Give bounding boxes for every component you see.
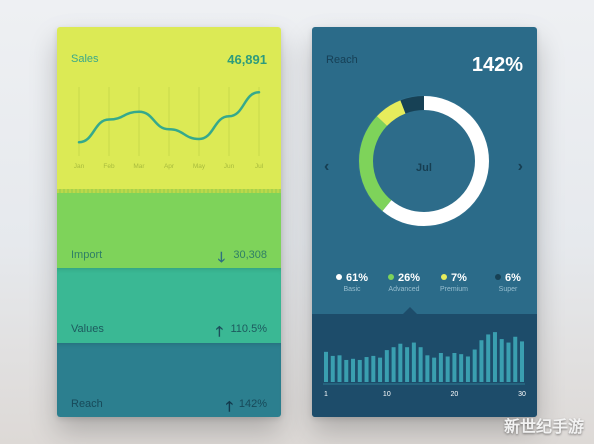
day-bar — [513, 336, 518, 382]
reach-card: Reach 142% ‹ › Jul 61% Basic 26% Advance… — [312, 27, 537, 417]
day-bar — [364, 357, 369, 382]
day-bar — [344, 359, 349, 382]
day-bar — [459, 354, 464, 382]
reach-title: Reach — [326, 54, 358, 66]
month-tick-label: Feb — [103, 163, 115, 170]
metric-value: 30,308 — [233, 249, 267, 261]
day-bar — [398, 343, 403, 382]
day-bar — [391, 347, 396, 382]
day-bar — [506, 342, 511, 382]
day-bar — [452, 353, 457, 382]
day-bar — [432, 357, 437, 382]
metric-label: Values — [71, 323, 104, 335]
chevron-left-icon[interactable]: ‹ — [324, 158, 330, 175]
month-tick-label: Apr — [164, 163, 175, 170]
day-bar — [492, 332, 497, 382]
legend-name: Advanced — [388, 286, 420, 293]
month-tick-label: Jun — [224, 163, 235, 170]
day-bar — [499, 339, 504, 382]
day-bar — [337, 355, 342, 382]
day-tick-label: 30 — [518, 391, 526, 398]
day-bar — [425, 355, 430, 382]
legend-dot — [335, 274, 342, 280]
chevron-right-icon[interactable]: › — [517, 158, 523, 175]
day-bar — [384, 350, 389, 382]
metric-value: 110.5% — [230, 323, 268, 335]
legend-item-super: 6% Super — [482, 272, 534, 293]
donut-center — [373, 110, 475, 212]
legend-item-basic: 61% Basic — [326, 272, 378, 293]
day-bar — [520, 341, 524, 382]
sales-trend-line — [77, 90, 261, 144]
month-tick-label: Jul — [255, 163, 264, 170]
day-bar — [330, 355, 335, 382]
donut-legend: 61% Basic 26% Advanced 7% Premium 6% Sup… — [312, 272, 537, 302]
legend-dot — [441, 274, 448, 280]
day-bar — [378, 357, 383, 382]
donut-segment-advanced[interactable] — [359, 96, 489, 226]
legend-item-advanced: 26% Advanced — [378, 272, 430, 293]
day-bar — [411, 342, 416, 382]
metric-row-reach[interactable]: Reach 🡑 142% — [57, 343, 281, 417]
day-tick-label: 1 — [324, 391, 328, 398]
arrow-down-icon: 🡓 — [217, 249, 225, 265]
legend-name: Basic — [343, 286, 361, 293]
legend-name: Super — [498, 286, 518, 293]
day-bar — [351, 358, 356, 382]
daily-bar-chart: 1 10 20 30 — [323, 332, 526, 398]
day-bar — [324, 351, 328, 382]
day-bar — [371, 355, 376, 382]
legend-value: 7% — [451, 272, 467, 284]
metric-value: 142% — [238, 398, 267, 410]
daily-bars-panel: 1 10 20 30 — [312, 314, 537, 417]
month-tick-label: May — [193, 163, 206, 170]
legend-value: 61% — [345, 272, 369, 284]
day-bar — [472, 349, 477, 382]
sales-line-chart: Jan Feb Mar Apr May Jun Jul — [74, 87, 264, 170]
day-bar — [405, 347, 410, 382]
sales-value: 46,891 — [227, 52, 267, 67]
legend-value: 6% — [505, 272, 521, 284]
day-tick-label: 20 — [451, 391, 459, 398]
legend-dot — [387, 274, 394, 280]
sales-dashboard-card: Sales 46,891 Jan Feb Mar Apr May Jun Jul Impor… — [57, 27, 281, 417]
selected-pointer — [403, 307, 417, 314]
arrow-up-icon: 🡑 — [225, 398, 233, 414]
sales-panel[interactable]: Sales 46,891 Jan Feb Mar Apr May Jun Jul — [57, 27, 281, 191]
donut-month-label: Jul — [416, 162, 432, 174]
reach-percent: 142% — [471, 54, 523, 76]
sales-label: Sales — [71, 53, 99, 65]
month-tick-label: Mar — [133, 163, 145, 170]
legend-dot — [495, 274, 502, 280]
legend-value: 26% — [397, 272, 421, 284]
day-bar — [418, 347, 423, 382]
day-bar — [445, 356, 450, 382]
metric-label: Import — [71, 249, 103, 261]
arrow-up-icon: 🡑 — [215, 323, 223, 339]
day-bar — [438, 353, 443, 382]
legend-item-premium: 7% Premium — [428, 272, 480, 293]
day-bar — [479, 340, 484, 382]
month-tick-label: Jan — [74, 163, 85, 170]
day-bar — [357, 359, 362, 382]
watermark: 新世纪手游 — [503, 417, 584, 436]
reach-donut-chart — [358, 95, 490, 227]
donut-segment-super[interactable] — [359, 96, 489, 226]
panel-divider — [57, 189, 281, 195]
metric-row-values[interactable]: Values 🡑 110.5% — [57, 268, 281, 343]
day-bar — [486, 334, 491, 382]
legend-name: Premium — [439, 286, 468, 293]
metric-row-import[interactable]: Import 🡓 30,308 — [57, 193, 281, 268]
day-tick-label: 10 — [383, 391, 391, 398]
metric-label: Reach — [71, 398, 103, 410]
day-bar — [465, 356, 470, 382]
